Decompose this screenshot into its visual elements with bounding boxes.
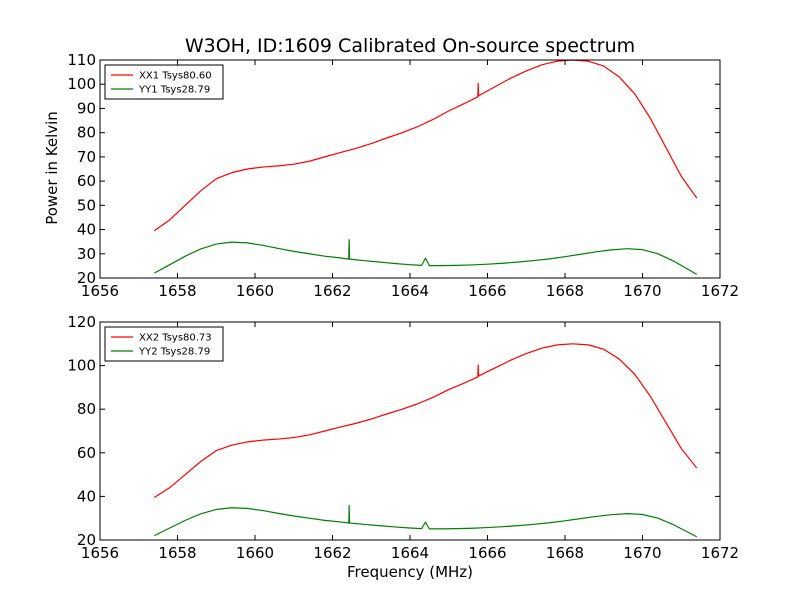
bottom-x-tick-label: 1668: [546, 544, 584, 562]
bottom-x-tick-label: 1672: [701, 544, 739, 562]
top-series-line-1: [153, 59, 698, 232]
bottom-series-line-1: [153, 343, 698, 498]
bottom-y-tick-label: 20: [77, 531, 96, 549]
top-y-tick-label: 80: [77, 124, 96, 142]
bottom-x-tick-label: 1660: [236, 544, 274, 562]
top-legend: XX1 Tsys80.60 YY1 Tsys28.79: [104, 64, 224, 100]
bottom-y-tick-label: 60: [77, 444, 96, 462]
top-x-tick-label: 1672: [701, 282, 739, 300]
top-y-tick-label: 90: [77, 99, 96, 117]
top-x-tick-label: 1670: [623, 282, 661, 300]
top-legend-box: [104, 64, 224, 100]
bottom-x-tick-label: 1664: [391, 544, 429, 562]
top-x-tick-label: 1664: [391, 282, 429, 300]
top-x-tick-label: 1662: [313, 282, 351, 300]
bottom-y-tick-label: 120: [67, 313, 96, 331]
bottom-legend-label-1: XX2 Tsys80.73: [139, 333, 212, 344]
bottom-x-tick-label: 1658: [158, 544, 196, 562]
bottom-x-tick-label: 1656: [81, 544, 119, 562]
bottom-y-tick-label: 80: [77, 400, 96, 418]
top-y-tick-label: 70: [77, 148, 96, 166]
top-y-tick-label: 110: [67, 51, 96, 69]
bottom-y-tick-label: 100: [67, 357, 96, 375]
top-x-tick-label: 1658: [158, 282, 196, 300]
bottom-y-tick-label: 40: [77, 487, 96, 505]
top-legend-label-2: YY1 Tsys28.79: [138, 85, 210, 96]
top-y-tick-label: 100: [67, 75, 96, 93]
bottom-legend: XX2 Tsys80.73 YY2 Tsys28.79: [104, 326, 224, 362]
top-y-tick-label: 50: [77, 196, 96, 214]
bottom-legend-label-2: YY2 Tsys28.79: [138, 347, 210, 358]
top-series-line-2: [153, 239, 698, 275]
bottom-x-tick-label: 1666: [468, 544, 506, 562]
top-x-tick-label: 1668: [546, 282, 584, 300]
top-legend-label-1: XX1 Tsys80.60: [139, 71, 212, 82]
bottom-legend-box: [104, 326, 224, 362]
bottom-x-tick-label: 1662: [313, 544, 351, 562]
top-x-tick-label: 1656: [81, 282, 119, 300]
y-axis-label: Power in Kelvin: [43, 111, 61, 225]
x-axis-label: Frequency (MHz): [347, 563, 473, 581]
top-y-tick-label: 40: [77, 221, 96, 239]
top-x-tick-label: 1666: [468, 282, 506, 300]
bottom-x-tick-label: 1670: [623, 544, 661, 562]
bottom-plot-panel: 1656 1658 1660 1662 1664 1666 1668 1670 1672 20 40…: [67, 313, 739, 562]
bottom-series-line-2: [153, 504, 698, 538]
chart-title: W3OH, ID:1609 Calibrated On-source spect…: [185, 35, 635, 57]
top-y-tick-label: 20: [77, 269, 96, 287]
top-x-tick-label: 1660: [236, 282, 274, 300]
top-y-tick-label: 30: [77, 245, 96, 263]
top-y-tick-label: 60: [77, 172, 96, 190]
top-plot-panel: 1656 1658 1660 1662 1664 1666 1668 1670 1672 20 30…: [67, 51, 739, 300]
